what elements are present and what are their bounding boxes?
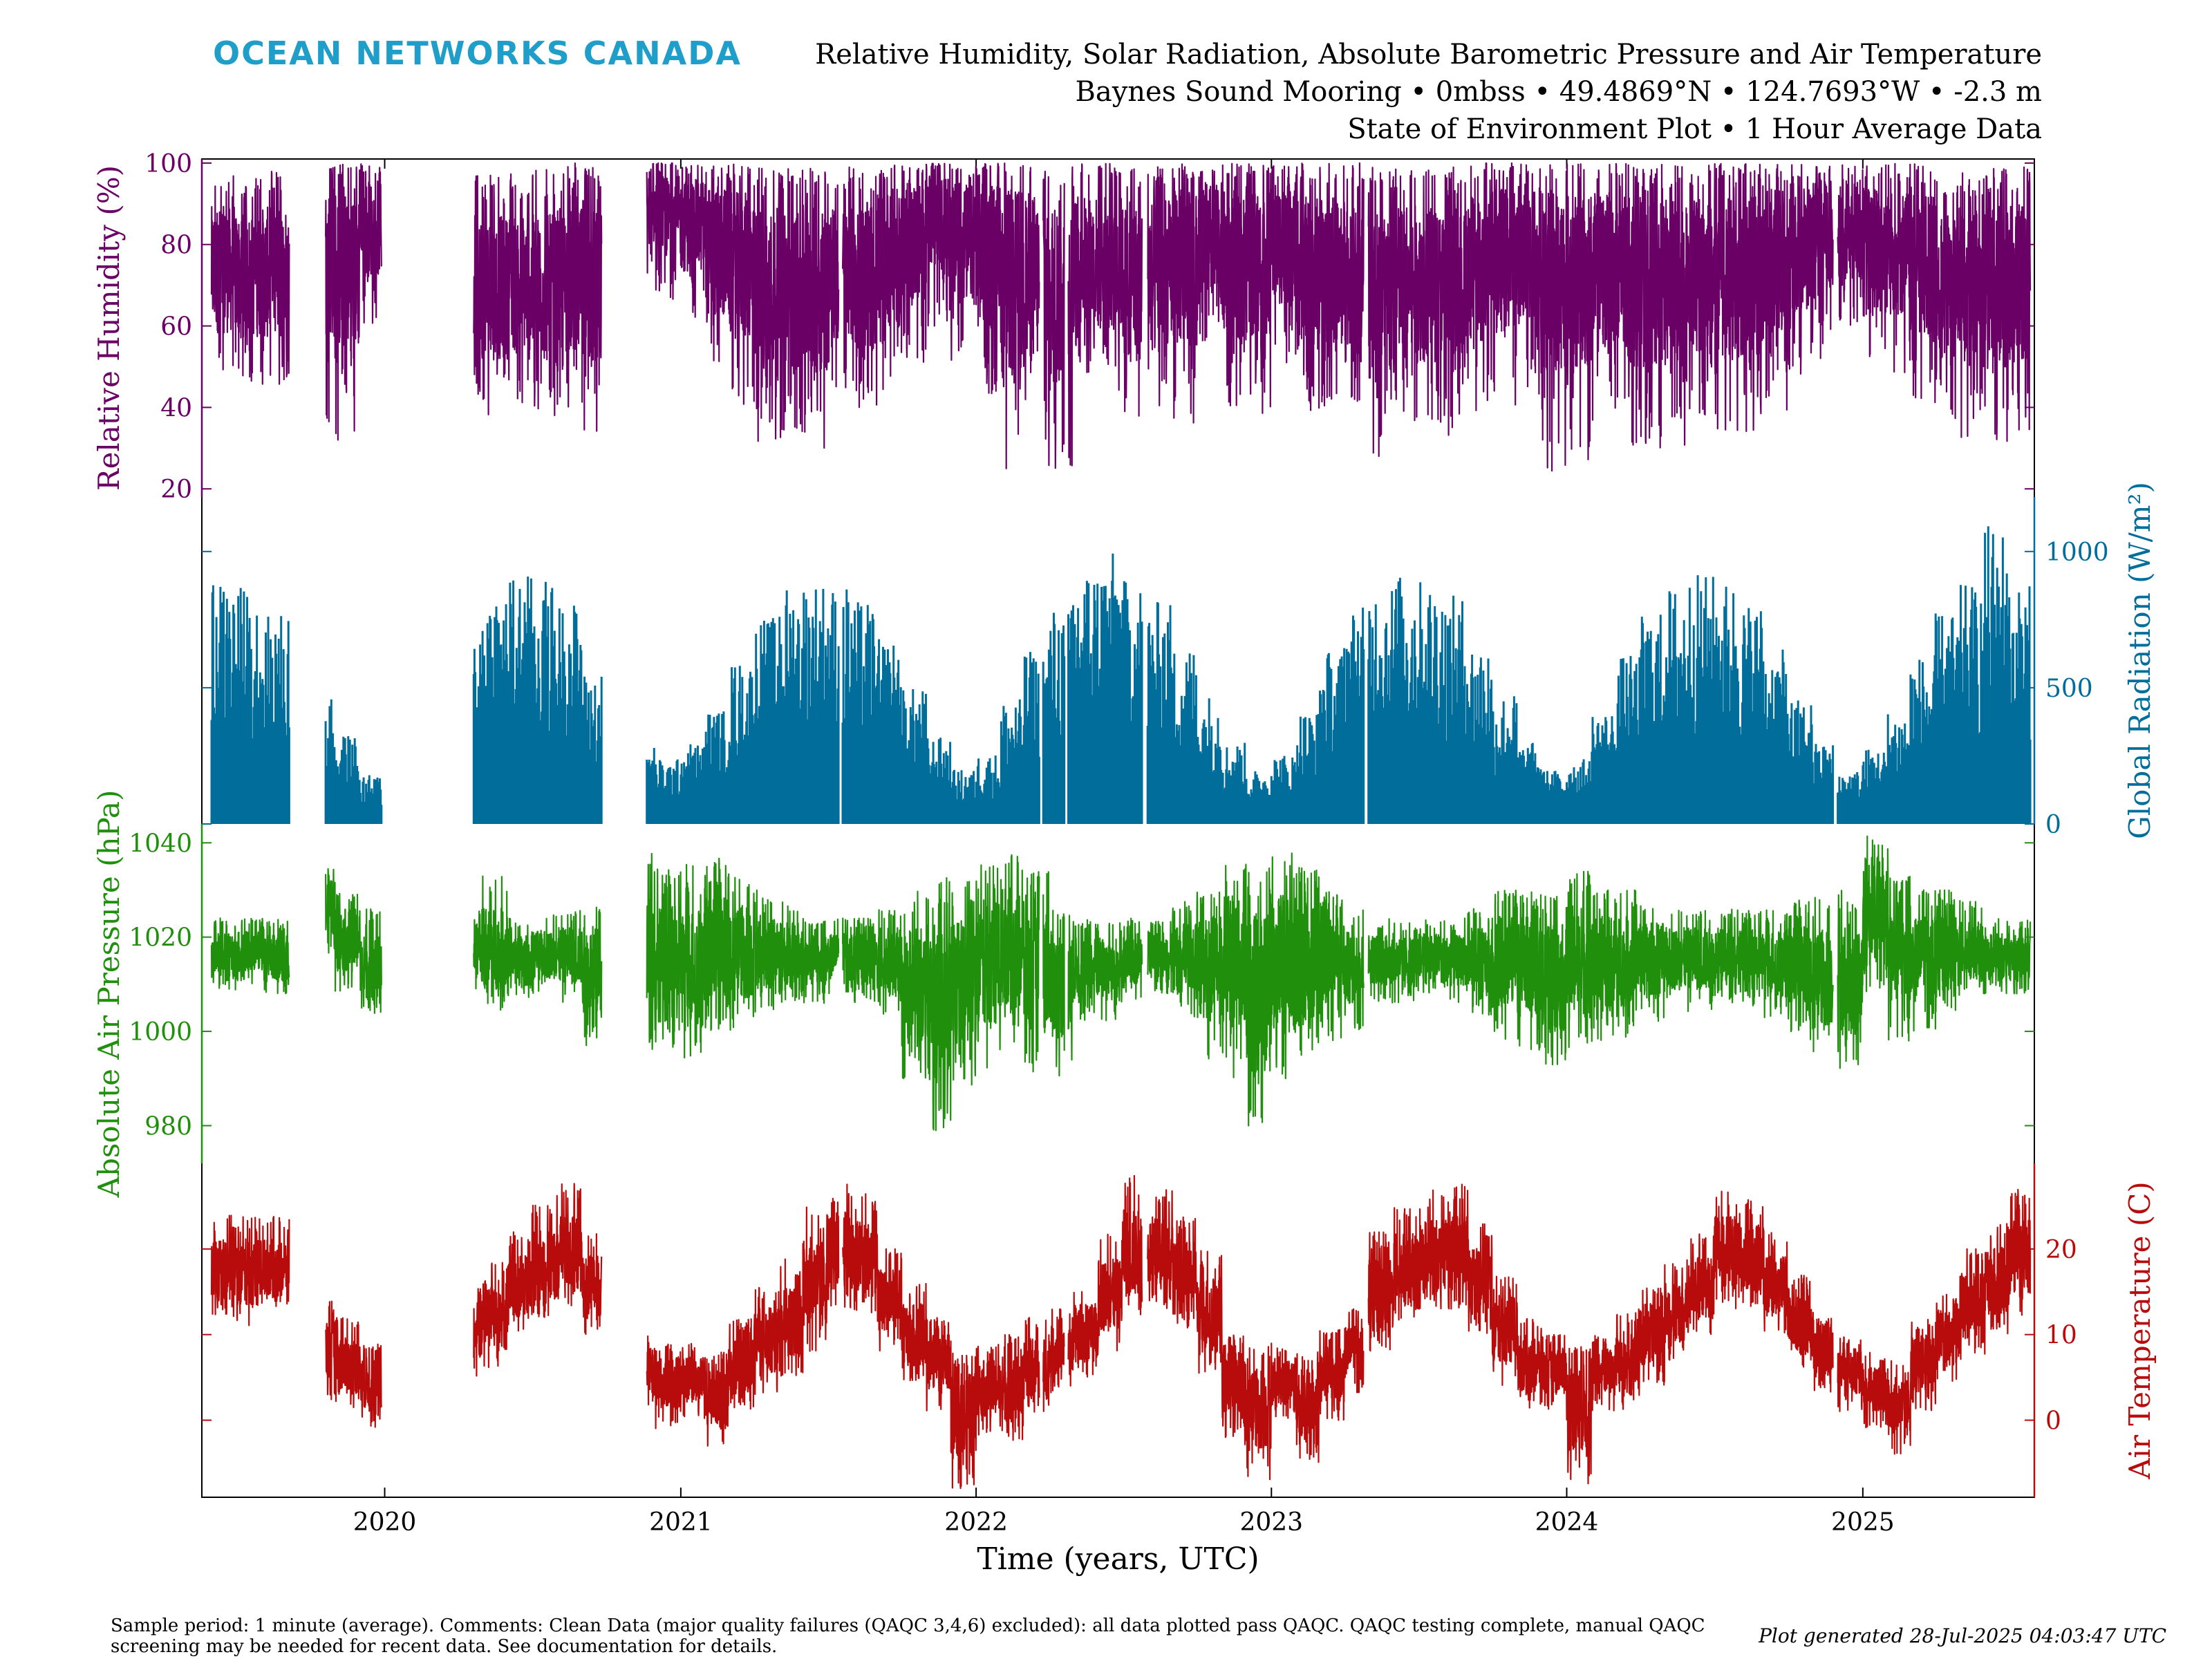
pressure-y-tick-label: 980 bbox=[144, 1112, 192, 1141]
radiation-series-segment bbox=[1367, 575, 1835, 824]
humidity-y-tick-label: 40 bbox=[160, 394, 192, 422]
radiation-series-segment bbox=[1042, 612, 1066, 824]
pressure-series-segment bbox=[1067, 915, 1143, 1061]
temperature-y-axis-label: Air Temperature (C) bbox=[2123, 1181, 2157, 1480]
generated-timestamp: Plot generated 28-Jul-2025 04:03:47 UTC bbox=[1759, 1624, 2166, 1647]
humidity-series-segment bbox=[1147, 162, 1365, 424]
pressure-y-tick-label: 1040 bbox=[129, 830, 192, 858]
pressure-y-axis-label: Absolute Air Pressure (hPa) bbox=[92, 790, 126, 1199]
radiation-series-segment bbox=[210, 585, 290, 824]
radiation-series-segment bbox=[841, 589, 1040, 824]
temperature-series-segment bbox=[1147, 1189, 1365, 1481]
pressure-series-segment bbox=[841, 854, 1040, 1132]
pressure-series-segment bbox=[1042, 871, 1065, 1077]
temperature-series-segment bbox=[1042, 1308, 1065, 1412]
pressure-series-segment bbox=[646, 852, 840, 1059]
radiation-y-tick-label: 1000 bbox=[2045, 538, 2109, 567]
radiation-y-tick-label: 500 bbox=[2045, 675, 2093, 703]
temperature-y-tick-label: 20 bbox=[2045, 1236, 2077, 1264]
x-axis-label: Time (years, UTC) bbox=[977, 1541, 1259, 1577]
humidity-series-segment bbox=[1367, 162, 1834, 472]
x-tick-label: 2020 bbox=[353, 1508, 417, 1537]
humidity-series-segment bbox=[1042, 170, 1065, 469]
x-tick-label: 2025 bbox=[1831, 1508, 1895, 1537]
radiation-series-segment bbox=[1837, 526, 2032, 824]
humidity-series-segment bbox=[1837, 162, 2032, 442]
radiation-y-axis-label: Global Radiation (W/m²) bbox=[2123, 482, 2157, 839]
brand-logo: OCEAN NETWORKS CANADA bbox=[213, 35, 742, 72]
radiation-series-segment bbox=[646, 588, 840, 824]
pressure-series-segment bbox=[210, 917, 290, 995]
pressure-series-segment bbox=[1147, 852, 1365, 1127]
humidity-y-tick-label: 80 bbox=[160, 232, 192, 260]
temperature-y-tick-label: 0 bbox=[2045, 1407, 2061, 1436]
temperature-series-segment bbox=[1067, 1174, 1143, 1387]
radiation-series-segment bbox=[1067, 553, 1143, 824]
humidity-series-segment bbox=[325, 163, 382, 441]
temperature-series-segment bbox=[1837, 1188, 2032, 1455]
humidity-series-segment bbox=[1067, 162, 1143, 467]
pressure-series-segment bbox=[473, 875, 603, 1047]
temperature-series-segment bbox=[210, 1215, 290, 1327]
temperature-y-tick-label: 10 bbox=[2045, 1322, 2077, 1350]
humidity-series-segment bbox=[841, 162, 1040, 469]
humidity-y-tick-label: 100 bbox=[144, 150, 192, 178]
humidity-y-tick-label: 20 bbox=[160, 476, 192, 504]
pressure-y-tick-label: 1020 bbox=[129, 924, 192, 953]
chart-subtitle: Baynes Sound Mooring • 0mbss • 49.4869°N… bbox=[1075, 76, 2042, 108]
pressure-y-tick-label: 1000 bbox=[129, 1018, 192, 1047]
x-tick-label: 2023 bbox=[1239, 1508, 1303, 1537]
humidity-series-segment bbox=[646, 162, 840, 449]
radiation-y-tick-label: 0 bbox=[2045, 811, 2061, 839]
radiation-series-segment bbox=[324, 699, 383, 824]
temperature-series-segment bbox=[473, 1183, 603, 1377]
humidity-y-axis-label: Relative Humidity (%) bbox=[92, 165, 126, 491]
radiation-series-segment bbox=[472, 577, 603, 824]
humidity-series-segment bbox=[473, 162, 603, 432]
pressure-series-segment bbox=[325, 868, 382, 1014]
radiation-series-segment bbox=[1146, 602, 1365, 824]
chart-subtitle-2: State of Environment Plot • 1 Hour Avera… bbox=[1347, 113, 2042, 145]
x-tick-label: 2021 bbox=[649, 1508, 713, 1537]
humidity-series-segment bbox=[210, 171, 290, 385]
temperature-series-segment bbox=[1367, 1183, 1834, 1485]
pressure-series-segment bbox=[1837, 835, 2032, 1069]
temperature-series-segment bbox=[646, 1197, 840, 1447]
pressure-series-segment bbox=[1367, 870, 1834, 1066]
temperature-series-segment bbox=[325, 1300, 382, 1428]
footnote: Sample period: 1 minute (average). Comme… bbox=[111, 1615, 1705, 1657]
humidity-y-tick-label: 60 bbox=[160, 313, 192, 341]
x-tick-label: 2024 bbox=[1535, 1508, 1599, 1537]
x-tick-label: 2022 bbox=[944, 1508, 1008, 1537]
temperature-series-segment bbox=[841, 1183, 1040, 1490]
chart-title: Relative Humidity, Solar Radiation, Abso… bbox=[815, 39, 2042, 71]
